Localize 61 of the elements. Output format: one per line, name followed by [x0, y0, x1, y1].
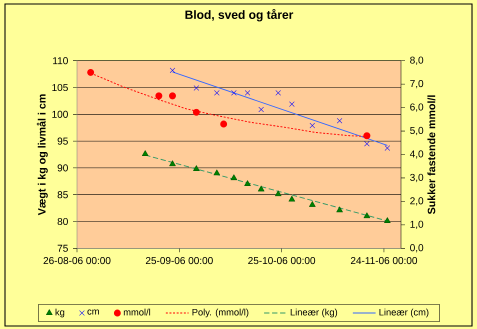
y2-tick-label: 3,0 [410, 174, 424, 182]
point [258, 106, 264, 112]
point [231, 90, 237, 96]
x-tick-label: 25-10-06 00:00 [248, 257, 316, 264]
y2-tick-label: 6,0 [410, 103, 424, 112]
x-tick-label: 26-08-06 00:00 [44, 257, 110, 264]
legend-label: mmol/l [124, 308, 150, 316]
legend-label: Lineær (cm) [380, 308, 428, 318]
point [384, 217, 391, 223]
y-tick-label: 110 [53, 57, 68, 64]
legend-label: cm [87, 310, 99, 315]
y-tick-label: 100 [52, 110, 68, 118]
y2-tick-label: 5,0 [410, 126, 424, 136]
point [364, 212, 370, 218]
point [142, 150, 148, 156]
point [275, 90, 281, 96]
point [155, 92, 162, 100]
x-tick-label: 25-09-06 00:00 [146, 257, 213, 264]
point [194, 85, 200, 91]
point [274, 190, 282, 196]
y2-tick-label: 8,0 [410, 56, 424, 65]
chart-title: Blod, sved og tårer [185, 8, 294, 22]
y-tick-label: 95 [58, 138, 68, 145]
point [244, 180, 251, 186]
y2-axis-title: Sukker fastende mmol/l [427, 95, 436, 214]
y2-tick-label: 4,0 [410, 150, 424, 159]
point [170, 68, 176, 74]
point [220, 120, 228, 128]
point [230, 174, 238, 180]
point [214, 170, 220, 176]
point [288, 196, 296, 202]
legend-label: Lineær (kg) [290, 308, 338, 318]
point [336, 118, 342, 124]
legend-label: Poly. (mmol/l) [192, 308, 248, 318]
point [169, 92, 176, 100]
y-tick-label: 105 [52, 84, 68, 92]
y-tick-label: 90 [58, 164, 68, 172]
y2-tick-label: 1,0 [410, 220, 424, 229]
point [336, 206, 343, 212]
point [214, 90, 220, 96]
y2-tick-label: 0,0 [410, 244, 424, 252]
point [258, 186, 264, 192]
y-tick-label: 80 [58, 218, 68, 226]
point [363, 132, 370, 140]
point [310, 122, 316, 128]
legend-label: kg [56, 308, 64, 318]
y-tick-label: 75 [58, 244, 68, 252]
y2-tick-label: 2,0 [410, 197, 424, 206]
point [309, 201, 316, 207]
point [192, 108, 200, 116]
point [244, 90, 250, 96]
point [193, 165, 200, 171]
y2-tick-label: 7,0 [410, 80, 424, 88]
y-axis-title: Vægt i kg og livmål i cm [36, 94, 48, 216]
point [289, 101, 295, 107]
x-tick-label: 24-11-06 00:00 [350, 257, 418, 264]
point [364, 141, 370, 147]
y-tick-label: 85 [58, 191, 68, 198]
point [169, 160, 176, 166]
point [384, 145, 390, 151]
point [87, 68, 94, 76]
